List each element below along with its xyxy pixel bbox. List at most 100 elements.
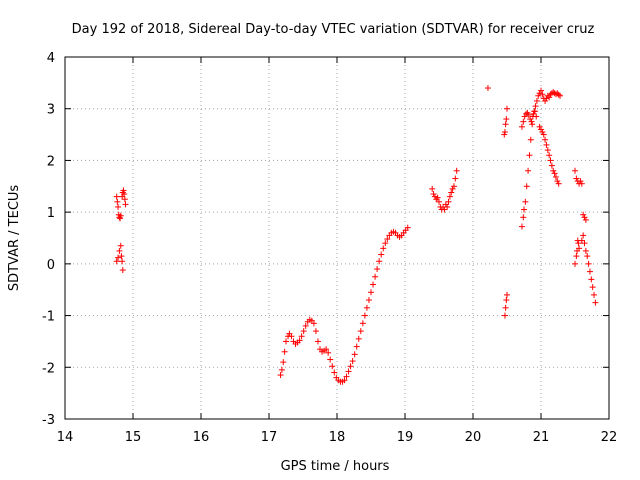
- data-point: [591, 291, 598, 298]
- data-point: [535, 92, 542, 99]
- data-point: [580, 211, 587, 218]
- data-point: [288, 333, 295, 340]
- data-point: [575, 240, 582, 247]
- data-point: [113, 193, 120, 200]
- data-point: [504, 291, 510, 298]
- data-point: [582, 247, 589, 254]
- data-point: [119, 267, 126, 274]
- data-point: [444, 203, 451, 210]
- y-tick-label: 2: [47, 154, 55, 169]
- data-point: [277, 372, 284, 379]
- x-tick-label: 18: [329, 430, 346, 445]
- data-point: [501, 128, 508, 135]
- data-point: [341, 377, 348, 384]
- data-point: [434, 194, 441, 201]
- data-point: [581, 214, 588, 221]
- data-point: [450, 183, 457, 190]
- data-point: [532, 103, 539, 110]
- data-point: [372, 273, 379, 280]
- data-point: [300, 328, 307, 335]
- data-point: [550, 167, 557, 174]
- data-point: [351, 351, 358, 358]
- x-tick-label: 14: [57, 430, 74, 445]
- data-point: [539, 128, 546, 135]
- x-tick-label: 17: [261, 430, 278, 445]
- data-point: [536, 90, 543, 97]
- data-point: [543, 95, 550, 102]
- data-point: [430, 191, 437, 198]
- data-point: [441, 206, 448, 213]
- data-point: [448, 189, 455, 196]
- data-point: [302, 322, 309, 329]
- data-point: [525, 167, 532, 174]
- data-point: [296, 337, 303, 344]
- data-point: [502, 121, 509, 128]
- data-point: [531, 108, 538, 115]
- data-point: [518, 123, 525, 130]
- data-point: [520, 118, 527, 125]
- data-point: [349, 358, 356, 365]
- data-point: [429, 185, 436, 192]
- x-axis-label: GPS time / hours: [281, 459, 390, 474]
- data-point: [283, 338, 289, 345]
- data-point: [527, 116, 534, 123]
- data-point: [576, 245, 583, 252]
- data-point: [446, 193, 453, 200]
- data-point: [345, 368, 352, 375]
- data-point: [546, 152, 553, 159]
- y-tick-label: -2: [42, 361, 55, 376]
- data-point: [347, 363, 354, 370]
- data-point: [378, 251, 385, 258]
- data-point: [484, 85, 491, 92]
- x-tick-label: 20: [465, 430, 482, 445]
- y-tick-label: -1: [42, 310, 55, 325]
- data-point: [115, 254, 122, 261]
- data-point: [501, 312, 508, 319]
- data-point: [329, 363, 336, 370]
- y-tick-label: 0: [47, 258, 55, 273]
- data-point: [544, 147, 551, 154]
- data-point: [540, 131, 547, 138]
- data-point: [376, 258, 383, 265]
- data-point: [521, 206, 527, 213]
- data-point: [117, 242, 124, 249]
- data-point: [359, 320, 366, 327]
- data-point: [281, 348, 288, 355]
- data-point: [573, 175, 580, 182]
- data-point: [592, 299, 599, 306]
- data-point: [113, 258, 120, 265]
- data-point: [525, 111, 532, 118]
- data-point: [547, 157, 554, 164]
- data-point: [343, 373, 350, 380]
- data-point: [370, 281, 377, 288]
- data-points: [113, 85, 599, 385]
- data-point: [586, 268, 593, 275]
- data-point: [529, 113, 536, 120]
- data-point: [357, 328, 364, 335]
- data-point: [504, 105, 510, 112]
- data-point: [526, 152, 533, 159]
- data-point: [572, 260, 578, 267]
- data-point: [121, 191, 128, 198]
- data-point: [116, 247, 123, 254]
- data-point: [582, 216, 589, 223]
- data-point: [577, 178, 584, 185]
- data-point: [529, 121, 536, 128]
- data-point: [518, 223, 525, 230]
- data-point: [520, 214, 527, 221]
- data-point: [353, 343, 360, 350]
- x-tick-label: 21: [533, 430, 550, 445]
- data-point: [588, 276, 595, 283]
- data-point: [452, 175, 459, 182]
- data-point: [331, 369, 338, 376]
- y-tick-label: 4: [47, 51, 55, 66]
- data-point: [503, 116, 510, 123]
- data-point: [280, 359, 287, 366]
- data-point: [278, 366, 285, 373]
- data-point: [117, 215, 124, 222]
- data-point: [542, 136, 549, 143]
- data-point: [527, 136, 534, 143]
- data-point: [502, 304, 509, 311]
- data-point: [585, 260, 592, 267]
